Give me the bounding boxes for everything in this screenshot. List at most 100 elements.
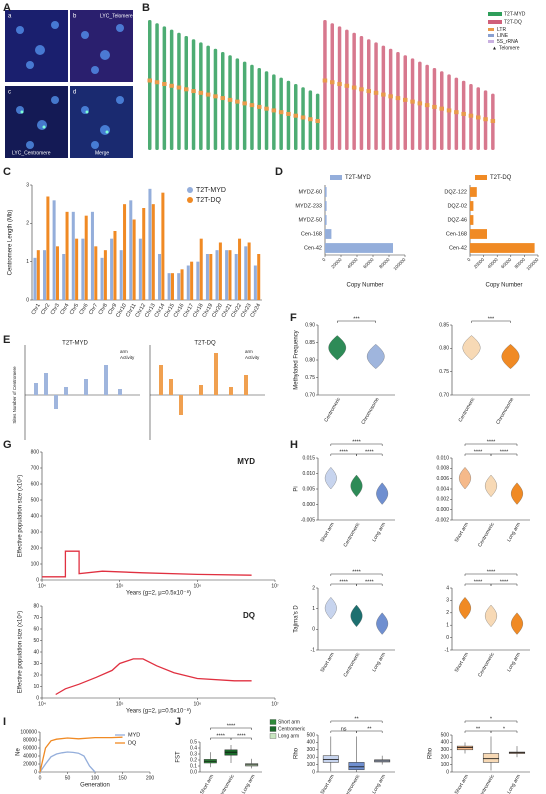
bar (65, 211, 69, 300)
y-tick-label: 500 (31, 497, 40, 503)
y-tick-label: 0.006 (436, 476, 449, 482)
bar (253, 265, 257, 300)
bar (170, 273, 174, 300)
legend-label: T2T-MYD (345, 175, 371, 181)
centromere (424, 103, 430, 108)
x-axis-label: Generation (80, 783, 110, 789)
centromere (490, 118, 496, 123)
centromere (322, 78, 328, 83)
x-tick-label: Long arm (371, 774, 387, 794)
x-tick-label: Long arm (371, 522, 387, 543)
bar (244, 246, 248, 300)
centromere (264, 106, 269, 111)
y-tick-label: 0.004 (436, 486, 449, 492)
bracket (210, 727, 252, 730)
x-tick-label: Centromeric (458, 396, 477, 423)
y-tick-label: 80000 (23, 737, 37, 743)
x-tick-label: Short arm (320, 774, 336, 794)
bar (142, 208, 146, 300)
y-tick-label: 0 (446, 769, 449, 775)
bar (151, 204, 155, 300)
x-tick-label: 200 (146, 775, 155, 781)
x-tick-label: Chr8 (98, 303, 109, 316)
y-tick-label: 300 (441, 747, 450, 753)
violin (350, 474, 363, 497)
centromere (191, 89, 196, 94)
x-tick-label: 60000 (362, 257, 375, 270)
legend-swatch (330, 175, 342, 180)
centromere (220, 96, 225, 101)
legend-label: T2T-MYD (504, 11, 526, 17)
y-tick-label: MYDZ-233 (295, 203, 322, 209)
x-tick-label: Centromeric (343, 651, 362, 678)
bar (225, 250, 229, 300)
centromere (344, 83, 350, 88)
y-tick-label: 3 (26, 182, 29, 188)
significance: **** (474, 579, 483, 585)
centromere (257, 104, 262, 109)
significance: **** (487, 569, 496, 575)
chromosome (250, 64, 254, 150)
centromere (410, 99, 415, 104)
centromere (300, 115, 306, 120)
y-axis-label: Rho (294, 747, 300, 759)
bar (325, 243, 393, 253)
bar (33, 257, 37, 300)
bracket (330, 443, 383, 446)
chromosome (228, 55, 232, 151)
panel-label: B (142, 2, 150, 14)
bar (186, 265, 190, 300)
x-axis-label: Copy Number (485, 283, 522, 289)
violin (376, 482, 389, 505)
x-tick-label: Centromeric (323, 396, 342, 423)
chromosome (191, 39, 196, 151)
bracket (230, 737, 252, 740)
y-tick-label: 1 (312, 606, 315, 612)
y-tick-label: 80 (33, 603, 39, 609)
chromosome (367, 39, 371, 151)
centromere (468, 113, 474, 118)
chromosome (177, 32, 181, 150)
box (482, 753, 500, 763)
x-tick-label: 100000 (525, 257, 540, 272)
significance: **** (339, 579, 348, 585)
bar (75, 238, 79, 300)
y-tick-label: 0.002 (436, 497, 449, 503)
bar (190, 261, 194, 300)
x-tick-label: Centromeric (217, 773, 236, 794)
x-tick-label: 0 (466, 257, 472, 263)
x-axis-label: Years (g=2, μ=0.5x10⁻⁸) (126, 590, 191, 597)
image (70, 10, 133, 82)
violin (324, 467, 337, 490)
image (70, 86, 133, 158)
centromere (184, 87, 189, 92)
significance: *** (353, 316, 360, 322)
centromere (417, 101, 423, 106)
y-tick-label: 0 (26, 297, 29, 303)
x-tick-label: 60000 (500, 257, 513, 270)
x-tick-label: Chr7 (88, 303, 99, 316)
y-tick-label: 0.1 (190, 763, 197, 769)
significance: ** (354, 716, 359, 722)
chromosome (330, 23, 334, 151)
chromosome (221, 52, 225, 150)
bar (90, 211, 94, 300)
y-tick-label: 30 (33, 661, 39, 667)
violin (501, 344, 520, 369)
y-axis-label: Rho (428, 747, 434, 759)
panel-label: G (3, 439, 12, 451)
y-axis-label: Effective population size (x10⁴) (17, 475, 24, 558)
bar (470, 229, 487, 239)
y-tick-label: 0.015 (302, 455, 315, 461)
bar (158, 254, 162, 300)
y-tick-label: DQZ-46 (447, 217, 467, 223)
x-axis-label: Copy Number (346, 283, 383, 289)
bar (71, 211, 75, 300)
bar (100, 257, 104, 300)
y-tick-label: -0.005 (301, 517, 315, 523)
centromere (286, 111, 291, 116)
x-tick-label: 10⁶ (194, 701, 202, 707)
bar (238, 238, 242, 300)
y-tick-label: 20 (33, 672, 39, 678)
y-tick-label: 10 (33, 684, 39, 690)
